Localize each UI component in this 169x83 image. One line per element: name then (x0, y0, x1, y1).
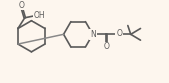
Text: O: O (19, 1, 25, 10)
Text: OH: OH (34, 11, 45, 20)
Text: N: N (90, 30, 96, 39)
Text: O: O (116, 29, 122, 38)
Text: O: O (103, 42, 109, 51)
